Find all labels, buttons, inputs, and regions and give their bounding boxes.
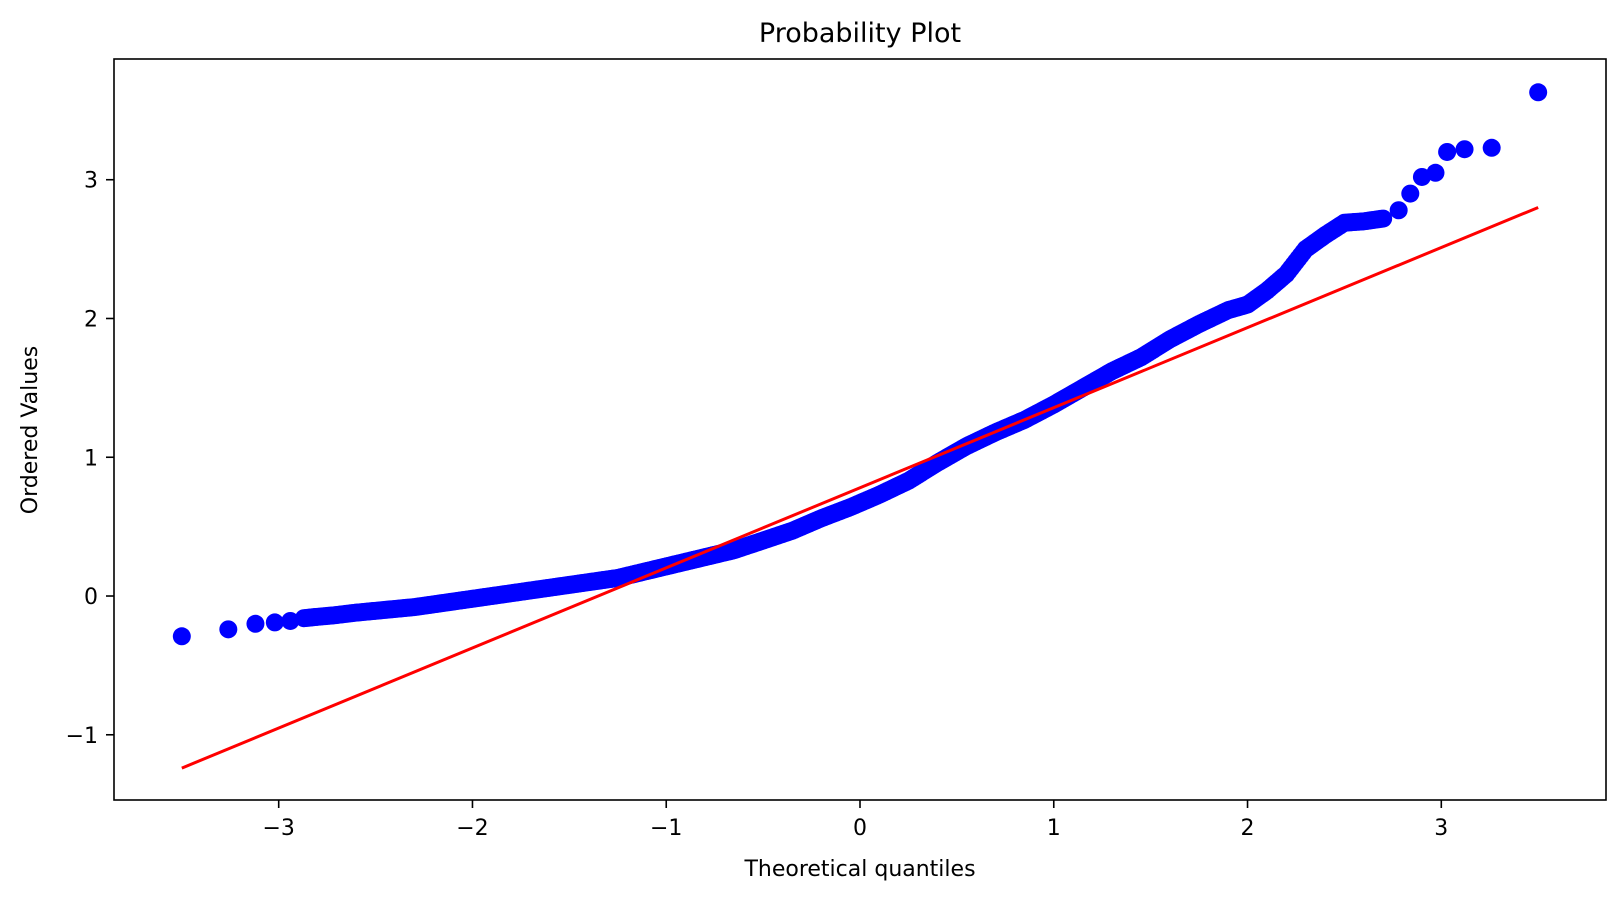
data-point [1354, 212, 1373, 231]
y-tick-label: 0 [84, 585, 98, 610]
x-tick-label: −3 [262, 816, 294, 841]
y-tick-label: 1 [84, 446, 98, 471]
data-point [521, 581, 540, 600]
data-point [246, 614, 265, 633]
data-point [1277, 265, 1296, 284]
data-point [1389, 201, 1408, 220]
data-point [308, 607, 327, 626]
data-point [1238, 295, 1257, 314]
data-point [492, 585, 511, 604]
chart-title: Probability Plot [759, 18, 961, 49]
data-point [1374, 209, 1393, 228]
data-point [899, 471, 918, 490]
data-point [579, 573, 598, 592]
data-point [265, 613, 284, 632]
data-point [1426, 163, 1445, 182]
fit-line [181, 206, 1539, 770]
x-tick-label: 3 [1434, 816, 1448, 841]
x-tick-label: −2 [456, 816, 488, 841]
data-point [347, 603, 366, 622]
y-tick-label: 2 [84, 307, 98, 332]
data-point [608, 568, 627, 587]
data-point [1482, 138, 1501, 157]
y-axis-label: Ordered Values [18, 346, 43, 514]
data-point [463, 589, 482, 608]
y-tick-label: 3 [84, 169, 98, 194]
data-point [1161, 330, 1180, 349]
x-tick-label: 1 [1047, 816, 1061, 841]
y-axis: −1 0 1 2 3 [66, 169, 114, 749]
data-point [1529, 83, 1548, 102]
data-point [1190, 315, 1209, 334]
data-point [783, 521, 802, 540]
data-point [323, 606, 342, 625]
data-point [1335, 213, 1354, 232]
data-point [754, 531, 773, 550]
data-point [1412, 167, 1431, 186]
data-point [1401, 184, 1420, 203]
data-layer [172, 83, 1548, 646]
data-point [1316, 226, 1335, 245]
data-point [1219, 301, 1238, 320]
x-tick-label: 0 [853, 816, 867, 841]
x-axis-label: Theoretical quantiles [743, 857, 975, 882]
data-point [1296, 240, 1315, 259]
y-tick-label: −1 [66, 724, 98, 749]
data-point [1438, 142, 1457, 161]
data-point [434, 593, 453, 612]
data-point [281, 611, 300, 630]
data-point [294, 609, 313, 628]
data-point [841, 498, 860, 517]
data-point [870, 485, 889, 504]
data-point [725, 541, 744, 560]
data-point [812, 509, 831, 528]
data-point [1455, 140, 1474, 159]
x-tick-label: 2 [1241, 816, 1255, 841]
data-point [405, 598, 424, 617]
data-point [1257, 281, 1276, 300]
data-point [1131, 348, 1150, 367]
data-point [172, 627, 191, 646]
data-point [219, 620, 238, 639]
data-point [1102, 362, 1121, 381]
data-point [376, 600, 395, 619]
x-tick-label: −1 [650, 816, 682, 841]
data-point [550, 577, 569, 596]
fit-line-layer [181, 206, 1539, 770]
x-axis: −3 −2 −1 0 1 2 3 [262, 800, 1448, 841]
